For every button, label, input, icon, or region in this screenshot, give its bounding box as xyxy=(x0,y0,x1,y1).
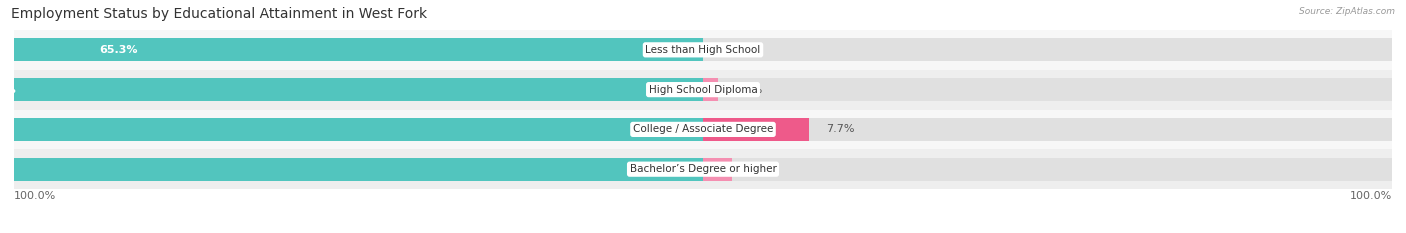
Bar xyxy=(703,118,808,141)
Text: Less than High School: Less than High School xyxy=(645,45,761,55)
Text: 7.7%: 7.7% xyxy=(825,124,853,134)
Text: 65.3%: 65.3% xyxy=(98,45,138,55)
Bar xyxy=(0,158,703,181)
Text: Employment Status by Educational Attainment in West Fork: Employment Status by Educational Attainm… xyxy=(11,7,427,21)
Text: 1.1%: 1.1% xyxy=(735,85,763,95)
Bar xyxy=(14,158,1392,181)
Bar xyxy=(14,70,1392,110)
Bar xyxy=(0,38,703,61)
Bar xyxy=(703,158,733,181)
Bar xyxy=(0,78,703,101)
Bar xyxy=(14,38,1392,61)
Text: Source: ZipAtlas.com: Source: ZipAtlas.com xyxy=(1299,7,1395,16)
Bar xyxy=(0,118,703,141)
Text: 100.0%: 100.0% xyxy=(14,191,56,201)
Text: 78.9%: 78.9% xyxy=(0,85,15,95)
Text: 100.0%: 100.0% xyxy=(1350,191,1392,201)
Text: 0.0%: 0.0% xyxy=(720,45,748,55)
Text: High School Diploma: High School Diploma xyxy=(648,85,758,95)
Bar xyxy=(14,30,1392,70)
Bar xyxy=(14,118,1392,141)
Text: 2.1%: 2.1% xyxy=(748,164,778,174)
Text: Bachelor’s Degree or higher: Bachelor’s Degree or higher xyxy=(630,164,776,174)
Bar xyxy=(14,110,1392,149)
Text: College / Associate Degree: College / Associate Degree xyxy=(633,124,773,134)
Bar xyxy=(14,78,1392,101)
Bar xyxy=(14,149,1392,189)
Bar xyxy=(703,78,718,101)
